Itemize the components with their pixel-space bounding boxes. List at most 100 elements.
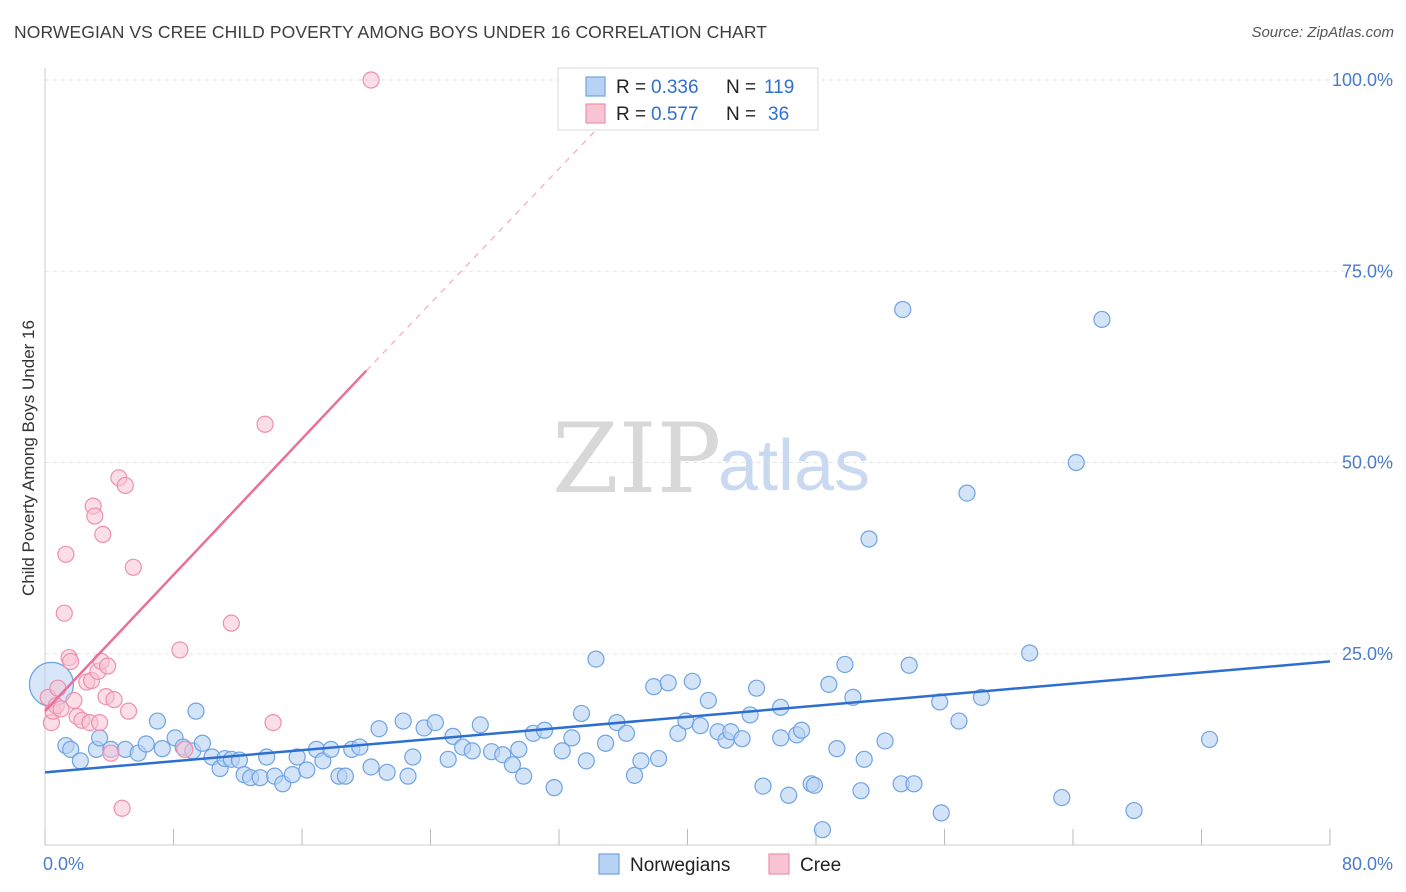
norwegians-point: [187, 702, 205, 720]
y-tick-label-0: 25.0%: [1342, 644, 1393, 664]
legend-r-value-2: 0.577: [651, 104, 699, 125]
norwegians-point: [596, 734, 615, 752]
norwegians-point: [900, 656, 918, 674]
norwegians-point: [1093, 310, 1111, 329]
norwegians-point: [399, 767, 417, 785]
watermark-zip: ZIP: [552, 403, 721, 515]
norwegians-point: [545, 779, 563, 797]
norwegians-trend-line: [44, 660, 1331, 774]
norwegians-point: [362, 758, 380, 776]
y-tick-label-1: 50.0%: [1342, 453, 1393, 473]
norwegians-point: [649, 749, 668, 768]
norwegians-point: [251, 769, 269, 787]
legend-swatch-cree: [585, 103, 606, 124]
cree-point: [256, 415, 274, 433]
cree-point: [55, 604, 73, 622]
norwegians-point: [587, 650, 605, 668]
axes: [44, 68, 1331, 846]
norwegians-point: [394, 712, 412, 730]
cree-point: [62, 652, 80, 671]
norwegians-point: [645, 678, 663, 696]
legend-n-label-2: N =: [726, 104, 756, 125]
norwegians-point: [378, 763, 396, 781]
y-tick-label-2: 75.0%: [1342, 261, 1393, 281]
norwegians-point: [572, 704, 591, 723]
norwegians-point: [370, 720, 388, 738]
norwegians-point: [747, 679, 766, 697]
norwegians-point: [691, 717, 709, 735]
chart-title: NORWEGIAN VS CREE CHILD POVERTY AMONG BO…: [14, 22, 768, 42]
norwegians-point: [439, 750, 457, 768]
norwegians-point: [351, 738, 369, 756]
norwegians-point: [669, 724, 687, 742]
norwegians-point: [510, 740, 528, 758]
norwegians-point: [852, 782, 870, 800]
legend-r-label-1: R =: [616, 77, 646, 98]
norwegians-point: [905, 775, 923, 793]
norwegians-point: [958, 484, 976, 502]
norwegians-point: [625, 766, 644, 784]
norwegians-point: [471, 716, 489, 734]
norwegians-point: [805, 776, 823, 794]
y-axis-label: Child Poverty Among Boys Under 16: [19, 320, 38, 596]
norwegians-point: [515, 767, 533, 785]
cree-trend-extension: [365, 117, 608, 372]
norwegians-point: [876, 732, 894, 750]
norwegians-point: [336, 767, 354, 785]
cree-point: [57, 545, 75, 563]
cree-point: [65, 691, 83, 710]
cree-point: [105, 691, 123, 709]
norwegians-point: [659, 674, 677, 692]
norwegians-point: [563, 729, 581, 747]
norwegians-point: [298, 761, 316, 779]
bottom-legend-swatch-norwegians: [598, 853, 620, 875]
cree-point: [222, 614, 240, 632]
bottom-legend-norwegians: Norwegians: [630, 855, 730, 876]
cree-point: [362, 71, 380, 89]
norwegians-point: [1021, 644, 1039, 662]
legend-r-label-2: R =: [616, 104, 646, 125]
legend-top: R = 0.336 N = 119 R = 0.577 N = 36: [557, 67, 819, 131]
norwegians-point: [426, 713, 444, 732]
cree-point: [49, 679, 67, 697]
cree-point: [113, 799, 131, 817]
legend-r-value-1: 0.336: [651, 77, 699, 98]
cree-point: [124, 558, 142, 576]
norwegians-point: [463, 742, 481, 760]
y-tick-label-3: 100.0%: [1332, 70, 1393, 90]
norwegians-point: [1200, 730, 1219, 749]
norwegians-point: [71, 752, 89, 770]
legend-bottom: Norwegians Cree: [598, 853, 841, 876]
x-tick-label-0: 0.0%: [43, 854, 84, 874]
norwegians-point: [828, 740, 846, 758]
cree-point: [119, 702, 138, 720]
norwegians-point: [1067, 453, 1085, 472]
norwegians-point: [632, 752, 650, 770]
bottom-legend-swatch-cree: [768, 853, 790, 875]
cree-point: [99, 657, 117, 675]
norwegians-point: [1053, 788, 1071, 807]
grid-lines: [45, 79, 1395, 655]
norwegians-point: [855, 750, 873, 768]
norwegians-point: [741, 706, 759, 724]
legend-swatch-norwegians: [585, 76, 606, 97]
source-credit: Source: ZipAtlas.com: [1251, 24, 1394, 41]
norwegians-point: [932, 804, 950, 822]
legend-n-value-1: 119: [764, 77, 794, 98]
norwegians-point: [813, 821, 832, 839]
norwegians-point: [404, 748, 422, 766]
cree-point: [264, 713, 282, 732]
norwegians-point: [62, 740, 80, 758]
norwegians-point: [820, 675, 838, 693]
cree-point: [171, 641, 189, 659]
norwegians-point: [577, 752, 595, 770]
cree-point: [94, 525, 112, 544]
cree-point: [86, 507, 104, 525]
cree-point: [102, 744, 120, 762]
legend-n-label-1: N =: [726, 77, 756, 98]
cree-point: [116, 476, 134, 495]
cree-point: [52, 700, 70, 718]
norwegians-point: [193, 734, 212, 752]
norwegians-point: [733, 730, 751, 748]
